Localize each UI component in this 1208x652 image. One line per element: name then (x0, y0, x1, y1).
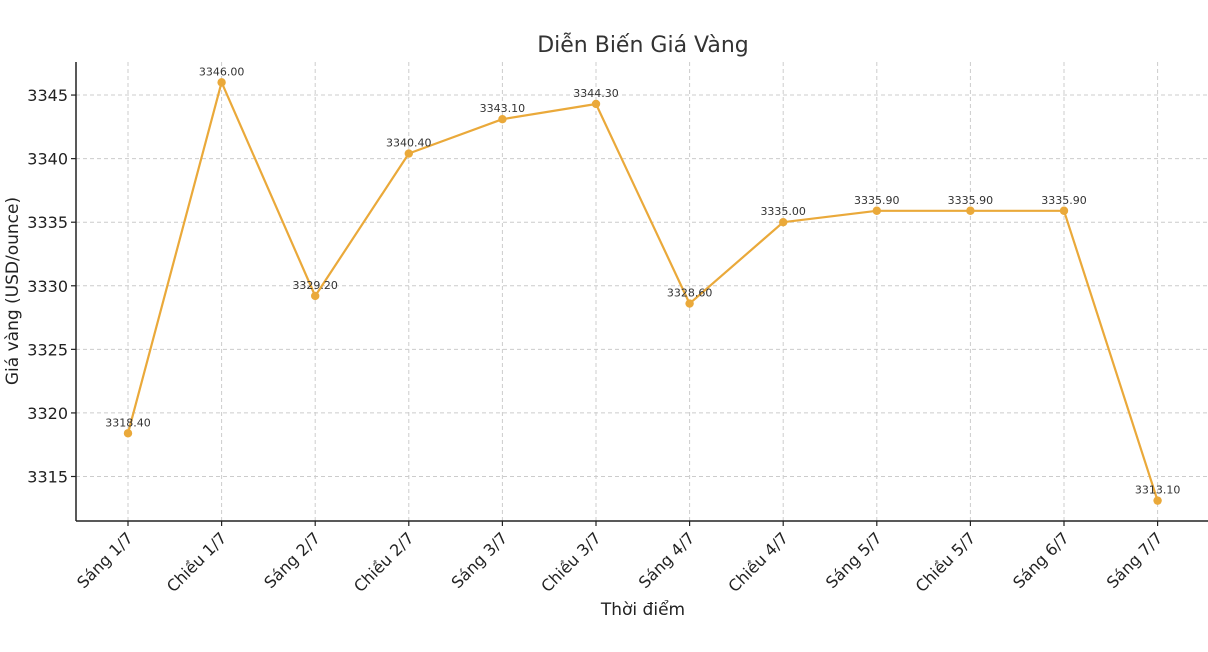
data-label: 3344.30 (573, 87, 619, 100)
series-line (126, 81, 1159, 502)
x-tick-label: Chiều 1/7 (163, 528, 231, 596)
x-tick-label: Sáng 7/7 (1103, 528, 1167, 592)
data-point (1059, 206, 1069, 215)
y-tick-label: 3340 (27, 150, 68, 169)
data-label: 3313.10 (1135, 484, 1181, 497)
y-tick-label: 3325 (27, 340, 68, 359)
axes (75, 62, 1208, 522)
x-tick-label: Sáng 4/7 (635, 528, 699, 592)
y-tick-label: 3320 (27, 404, 68, 423)
x-axis-label: Thời điểm (600, 599, 685, 620)
chart-title: Diễn Biến Giá Vàng (537, 32, 749, 58)
x-tick-label: Sáng 6/7 (1009, 528, 1073, 592)
data-point (404, 149, 413, 158)
y-tick-label: 3330 (27, 277, 68, 296)
data-point (872, 206, 881, 215)
data-label: 3328.60 (667, 287, 713, 300)
y-axis-label: Giá vàng (USD/ounce) (3, 197, 23, 385)
data-point (123, 429, 133, 438)
x-tick-label: Chiều 3/7 (537, 528, 605, 596)
grid-lines (76, 62, 1208, 521)
data-point (685, 299, 694, 308)
data-point (498, 115, 507, 124)
data-point (966, 206, 975, 215)
y-tick-label: 3345 (27, 86, 68, 105)
data-point (217, 78, 226, 87)
data-label: 3346.00 (199, 65, 245, 78)
x-tick-label: Sáng 2/7 (260, 528, 324, 592)
x-ticks: Sáng 1/7 Chiều 1/7 Sáng 2/7 Chiều 2/7 Sáng 3… (73, 521, 1166, 596)
data-label: 3335.90 (948, 194, 994, 207)
data-label: 3335.90 (1041, 194, 1087, 207)
y-tick-label: 3335 (27, 213, 68, 232)
x-tick-label: Chiều 2/7 (350, 528, 418, 596)
x-tick-label: Sáng 3/7 (448, 528, 512, 592)
data-label: 3329.20 (292, 279, 338, 292)
data-label: 3343.10 (480, 102, 526, 115)
y-tick-label: 3315 (27, 467, 68, 486)
data-point (1153, 496, 1162, 505)
x-tick-label: Sáng 5/7 (822, 528, 886, 592)
data-point (779, 218, 788, 227)
y-ticks: 3315 3320 3325 3330 3335 3340 3345 (27, 86, 76, 486)
data-label: 3318.40 (105, 416, 151, 429)
series-gold-price (123, 78, 1162, 505)
data-point (311, 291, 320, 301)
x-tick-label: Chiều 5/7 (912, 528, 980, 596)
x-tick-label: Sáng 1/7 (73, 528, 137, 592)
data-label: 3340.40 (386, 137, 432, 150)
data-label: 3335.00 (760, 205, 806, 218)
data-labels: 3318.40 3346.00 3329.20 3340.40 3343.10 3344.… (105, 65, 1180, 496)
data-point (591, 99, 601, 109)
data-label: 3335.90 (854, 194, 900, 207)
x-tick-label: Chiều 4/7 (724, 528, 792, 596)
